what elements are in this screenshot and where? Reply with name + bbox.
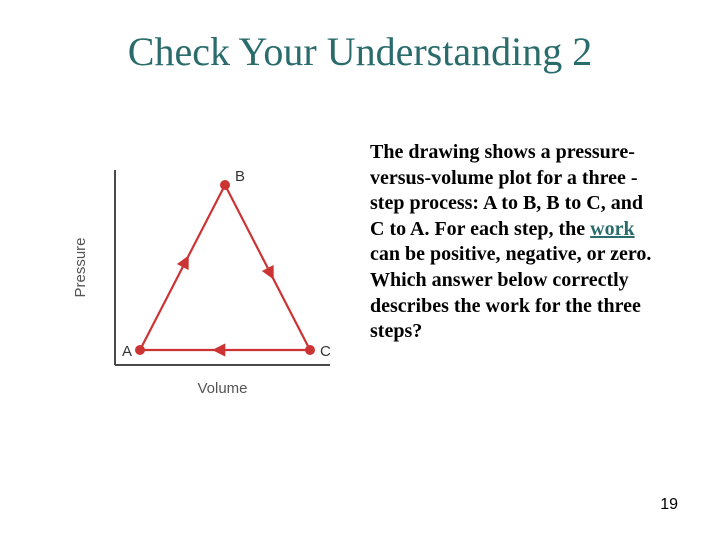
svg-text:Pressure: Pressure	[72, 237, 89, 297]
content-row: Volume Pressure A B C The drawing shows a pr…	[60, 140, 660, 420]
question-text: The drawing shows a pressure-versus-volu…	[370, 140, 660, 345]
svg-text:B: B	[235, 168, 245, 185]
page-number: 19	[660, 496, 678, 514]
slide-title: Check Your Understanding 2	[0, 28, 720, 75]
pv-chart: Volume Pressure A B C	[60, 140, 350, 420]
question-post: can be positive, negative, or zero. Whic…	[370, 243, 651, 342]
question-emph: work	[590, 218, 634, 240]
svg-text:A: A	[122, 343, 132, 360]
slide: Check Your Understanding 2 Volume Pressur…	[0, 0, 720, 540]
pv-chart-svg: Volume Pressure A B C	[60, 140, 350, 420]
svg-text:Volume: Volume	[197, 380, 247, 397]
svg-text:C: C	[320, 343, 331, 360]
